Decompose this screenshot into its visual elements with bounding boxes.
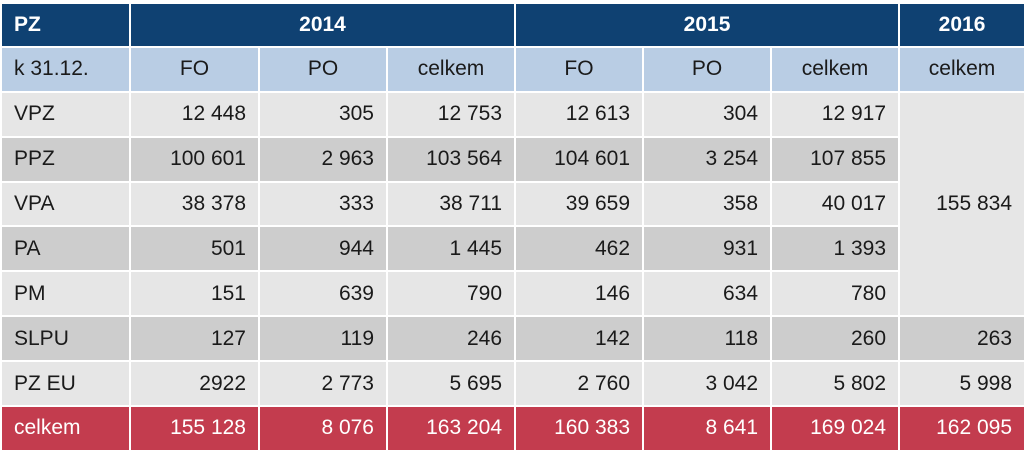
table-cell: 263 xyxy=(898,315,1024,363)
year-2016-header: 2016 xyxy=(898,2,1024,48)
table-cell: 39 659 xyxy=(514,180,645,228)
row-label: VPA xyxy=(0,180,131,228)
table-cell: 12 753 xyxy=(385,90,517,138)
table-cell: 104 601 xyxy=(514,135,645,183)
table-cell: 119 xyxy=(258,315,388,363)
table-cell: 305 xyxy=(258,90,388,138)
table-cell: 2 963 xyxy=(258,135,388,183)
table-cell: 103 564 xyxy=(385,135,517,183)
total-cell: 8 076 xyxy=(258,404,388,453)
table-row: VPZ 12 448 305 12 753 12 613 304 12 917 155 834 xyxy=(0,90,1024,318)
subheader-2014-fo: FO xyxy=(129,45,260,93)
table-cell: 358 xyxy=(642,180,773,228)
table-cell: 246 xyxy=(385,315,517,363)
table-cell: 2922 xyxy=(129,360,260,407)
total-label: celkem xyxy=(0,404,131,453)
table-cell: 12 917 xyxy=(770,90,901,138)
table-cell: 639 xyxy=(258,270,388,318)
merged-2016-cell: 155 834 xyxy=(898,90,1024,318)
table-cell: 1 393 xyxy=(770,225,901,273)
row-label: PZ EU xyxy=(0,360,131,407)
table-cell: 5 695 xyxy=(385,360,517,407)
table-cell: 127 xyxy=(129,315,260,363)
corner-cell: PZ xyxy=(0,2,131,48)
table-cell: 333 xyxy=(258,180,388,228)
table-cell: 146 xyxy=(514,270,645,318)
total-cell: 169 024 xyxy=(770,404,901,453)
total-cell: 162 095 xyxy=(898,404,1024,453)
row-label: PPZ xyxy=(0,135,131,183)
table-row: PPZ 100 601 2 963 103 564 104 601 3 254 107 85… xyxy=(0,135,1024,183)
table-cell: 5 998 xyxy=(898,360,1024,407)
total-cell: 8 641 xyxy=(642,404,773,453)
row-label: PA xyxy=(0,225,131,273)
table-cell: 3 254 xyxy=(642,135,773,183)
row-label-header: k 31.12. xyxy=(0,45,131,93)
subheader-row: k 31.12. FO PO celkem FO PO celkem celke… xyxy=(0,45,1024,93)
table-cell: 260 xyxy=(770,315,901,363)
year-2014-header: 2014 xyxy=(128,2,517,48)
table-row: PM 151 639 790 146 634 780 xyxy=(0,270,1024,318)
table-cell: 634 xyxy=(642,270,773,318)
subheader-2015-po: PO xyxy=(642,45,773,93)
total-cell: 160 383 xyxy=(514,404,645,453)
table-cell: 3 042 xyxy=(642,360,773,407)
row-label: PM xyxy=(0,270,131,318)
table-cell: 151 xyxy=(129,270,260,318)
table-row: SLPU 127 119 246 142 118 260 263 xyxy=(0,315,1024,363)
table-cell: 38 711 xyxy=(385,180,517,228)
table-cell: 142 xyxy=(514,315,645,363)
table-cell: 118 xyxy=(642,315,773,363)
table-cell: 931 xyxy=(642,225,773,273)
table-cell: 944 xyxy=(258,225,388,273)
table-row: PZ EU 2922 2 773 5 695 2 760 3 042 5 802 5 998 xyxy=(0,360,1024,407)
table-cell: 304 xyxy=(642,90,773,138)
year-header-row: PZ 2014 2015 2016 xyxy=(0,2,1024,48)
row-label: VPZ xyxy=(0,90,131,138)
table-cell: 12 613 xyxy=(514,90,645,138)
subheader-2015-celkem: celkem xyxy=(770,45,901,93)
subheader-2016-celkem: celkem xyxy=(898,45,1024,93)
table-cell: 100 601 xyxy=(129,135,260,183)
table-row: PA 501 944 1 445 462 931 1 393 xyxy=(0,225,1024,273)
table-cell: 1 445 xyxy=(385,225,517,273)
total-row: celkem 155 128 8 076 163 204 160 383 8 641 169… xyxy=(0,404,1024,453)
subheader-2014-celkem: celkem xyxy=(385,45,517,93)
table-cell: 38 378 xyxy=(129,180,260,228)
total-cell: 163 204 xyxy=(385,404,517,453)
table-cell: 12 448 xyxy=(129,90,260,138)
table-cell: 2 773 xyxy=(258,360,388,407)
year-2015-header: 2015 xyxy=(514,2,901,48)
total-cell: 155 128 xyxy=(129,404,260,453)
table-row: VPA 38 378 333 38 711 39 659 358 40 017 xyxy=(0,180,1024,228)
table-cell: 40 017 xyxy=(770,180,901,228)
subheader-2015-fo: FO xyxy=(514,45,645,93)
table-cell: 790 xyxy=(385,270,517,318)
table-cell: 5 802 xyxy=(770,360,901,407)
subheader-2014-po: PO xyxy=(258,45,388,93)
table-cell: 501 xyxy=(129,225,260,273)
table-cell: 2 760 xyxy=(514,360,645,407)
table-cell: 107 855 xyxy=(770,135,901,183)
table-cell: 780 xyxy=(770,270,901,318)
table-cell: 462 xyxy=(514,225,645,273)
row-label: SLPU xyxy=(0,315,131,363)
